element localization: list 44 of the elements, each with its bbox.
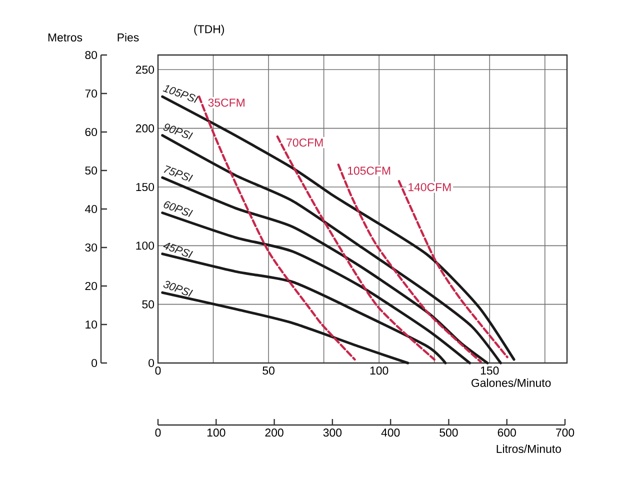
series-label: 70CFM bbox=[286, 138, 323, 147]
y-tick-label: 50 bbox=[142, 300, 154, 308]
x-axis-title: Galones/Minuto bbox=[472, 378, 551, 387]
x2-tick-label: 600 bbox=[498, 428, 516, 437]
series-label: 140CFM bbox=[408, 183, 451, 192]
x2-tick-label: 300 bbox=[323, 428, 342, 437]
y2-tick-label: 30 bbox=[85, 243, 98, 252]
y2-tick-label: 40 bbox=[85, 204, 98, 214]
x-tick-label: 0 bbox=[155, 366, 161, 375]
text: 75PSI bbox=[164, 165, 194, 182]
text: 90PSI bbox=[163, 124, 194, 140]
line-series bbox=[337, 164, 482, 363]
y2-tick-label: 70 bbox=[85, 89, 98, 98]
y2-tick-label: 10 bbox=[86, 320, 98, 329]
y-tick-label: 0 bbox=[148, 358, 154, 368]
y2-axis-title: Metros bbox=[48, 34, 82, 42]
x2-axis-title: Litros/Minuto bbox=[496, 444, 561, 453]
text: 30PSI bbox=[163, 280, 194, 297]
x-tick-label: 50 bbox=[262, 366, 274, 375]
y2-tick-label: 50 bbox=[85, 166, 98, 175]
y-tick-label: 250 bbox=[136, 66, 154, 74]
x2-tick-label: 500 bbox=[440, 428, 458, 437]
series-label: 105CFM bbox=[348, 166, 390, 175]
y2-tick-label: 20 bbox=[85, 282, 98, 290]
y-tick-label: 200 bbox=[136, 124, 154, 132]
line-series bbox=[398, 180, 508, 358]
text: 45PSI bbox=[163, 242, 194, 258]
x2-tick-label: 700 bbox=[556, 428, 574, 437]
text: 105PSI bbox=[162, 85, 199, 103]
x-tick-label: 100 bbox=[370, 366, 388, 375]
text: 60PSI bbox=[164, 201, 194, 217]
y-tick-label: 100 bbox=[136, 242, 154, 250]
y-axis-title: Pies bbox=[118, 33, 139, 42]
x2-tick-label: 0 bbox=[155, 428, 161, 437]
y2-tick-label: 80 bbox=[85, 50, 98, 60]
series-label: 35CFM bbox=[208, 98, 244, 107]
y2-tick-label: 60 bbox=[85, 128, 98, 136]
x-tick-label: 150 bbox=[480, 366, 499, 375]
text: (TDH) bbox=[194, 24, 224, 36]
y2-tick-label: 0 bbox=[92, 358, 98, 368]
x2-tick-label: 200 bbox=[265, 428, 284, 437]
x2-tick-label: 100 bbox=[207, 428, 226, 437]
y-tick-label: 150 bbox=[136, 182, 154, 192]
x2-tick-label: 400 bbox=[381, 428, 400, 437]
